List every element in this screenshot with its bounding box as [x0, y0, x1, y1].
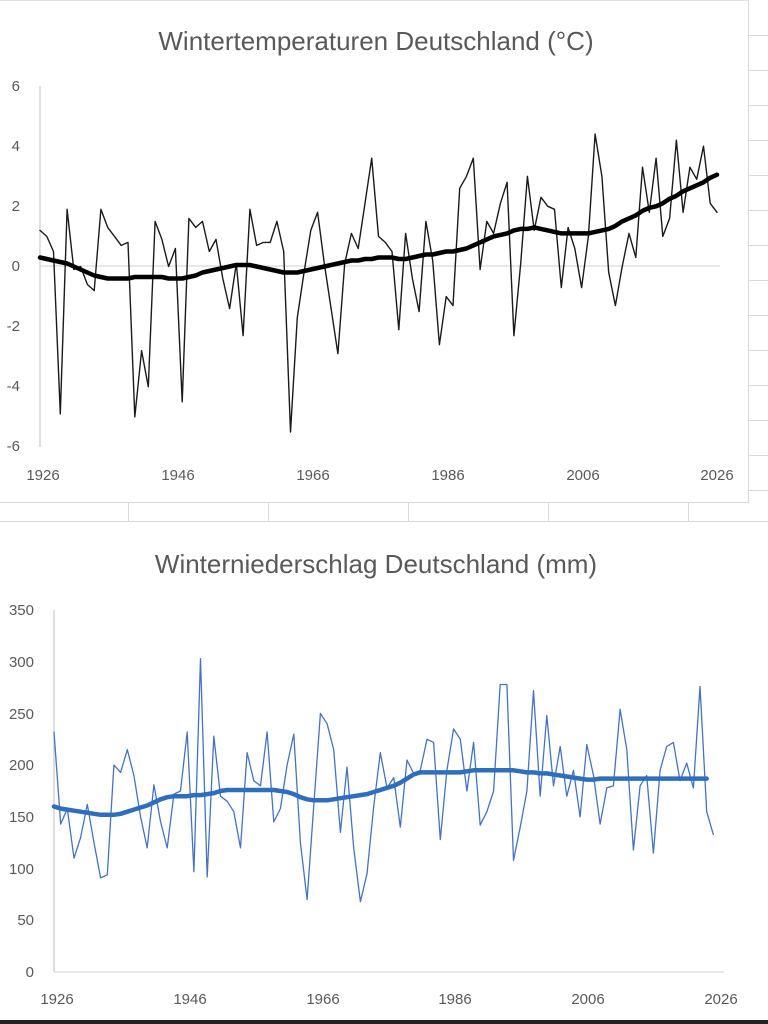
x-tick-label: 2006 — [571, 991, 604, 1008]
strip-divider — [408, 503, 409, 521]
chart-title: Wintertemperaturen Deutschland (°C) — [158, 26, 593, 56]
y-tick-label: 200 — [9, 757, 34, 774]
strip-divider — [128, 503, 129, 521]
series-line-annual — [39, 133, 718, 433]
y-tick-labels: 6 4 2 0 -2 -4 -6 — [7, 78, 20, 455]
y-tick-label: 100 — [9, 861, 34, 878]
x-tick-label: 1946 — [161, 467, 194, 484]
temperature-chart: Wintertemperaturen Deutschland (°C) 6 4 … — [7, 26, 734, 484]
y-tick-label: -2 — [7, 318, 20, 335]
x-tick-label: 1966 — [296, 467, 329, 484]
series-line-annual — [53, 657, 714, 903]
x-tick-labels: 1926 1946 1966 1986 2006 2026 — [40, 991, 737, 1008]
x-tick-label: 1986 — [438, 991, 471, 1008]
right-rail — [749, 0, 768, 503]
x-tick-label: 1966 — [306, 991, 339, 1008]
bottom-bar — [0, 1020, 768, 1024]
strip-divider — [688, 503, 689, 521]
y-tick-label: 350 — [9, 602, 34, 619]
precipitation-series — [51, 657, 714, 903]
rail-tick — [749, 455, 768, 456]
rail-tick — [749, 490, 768, 491]
y-tick-label: 0 — [26, 964, 34, 981]
x-tick-label: 1926 — [26, 467, 59, 484]
x-tick-labels: 1926 1946 1966 1986 2006 2026 — [26, 467, 733, 484]
rail-tick — [749, 385, 768, 386]
y-tick-label: -6 — [7, 438, 20, 455]
x-tick-label: 1986 — [431, 467, 464, 484]
y-tick-label: 150 — [9, 809, 34, 826]
y-tick-label: 50 — [17, 912, 34, 929]
x-tick-label: 1926 — [40, 991, 73, 1008]
rail-tick — [749, 315, 768, 316]
x-tick-label: 1946 — [173, 991, 206, 1008]
rail-tick — [749, 105, 768, 106]
y-tick-label: 250 — [9, 706, 34, 723]
x-tick-label: 2006 — [566, 467, 599, 484]
rail-tick — [749, 245, 768, 246]
chart-title: Winterniederschlag Deutschland (mm) — [155, 549, 597, 579]
temperature-chart-panel — [0, 0, 749, 503]
strip-divider — [548, 503, 549, 521]
y-tick-label: 300 — [9, 654, 34, 671]
strip-divider — [268, 503, 269, 521]
rail-tick — [749, 70, 768, 71]
x-tick-label: 2026 — [704, 991, 737, 1008]
x-tick-label: 2026 — [700, 467, 733, 484]
rail-tick — [749, 210, 768, 211]
series-line-trend — [51, 768, 709, 818]
y-tick-label: 6 — [12, 78, 20, 95]
precipitation-chart: Winterniederschlag Deutschland (mm) 350 … — [9, 549, 738, 1008]
rail-tick — [749, 35, 768, 36]
y-tick-labels: 350 300 250 200 150 100 50 0 — [9, 602, 34, 981]
rail-tick — [749, 420, 768, 421]
y-tick-label: 4 — [12, 138, 20, 155]
rail-tick — [749, 175, 768, 176]
series-line-trend — [37, 172, 720, 281]
y-tick-label: 0 — [12, 258, 20, 275]
y-tick-label: 2 — [12, 198, 20, 215]
separator-strip — [0, 503, 768, 522]
rail-tick — [749, 140, 768, 141]
rail-tick — [749, 350, 768, 351]
y-tick-label: -4 — [7, 378, 20, 395]
rail-tick — [749, 280, 768, 281]
temperature-series — [37, 133, 720, 433]
